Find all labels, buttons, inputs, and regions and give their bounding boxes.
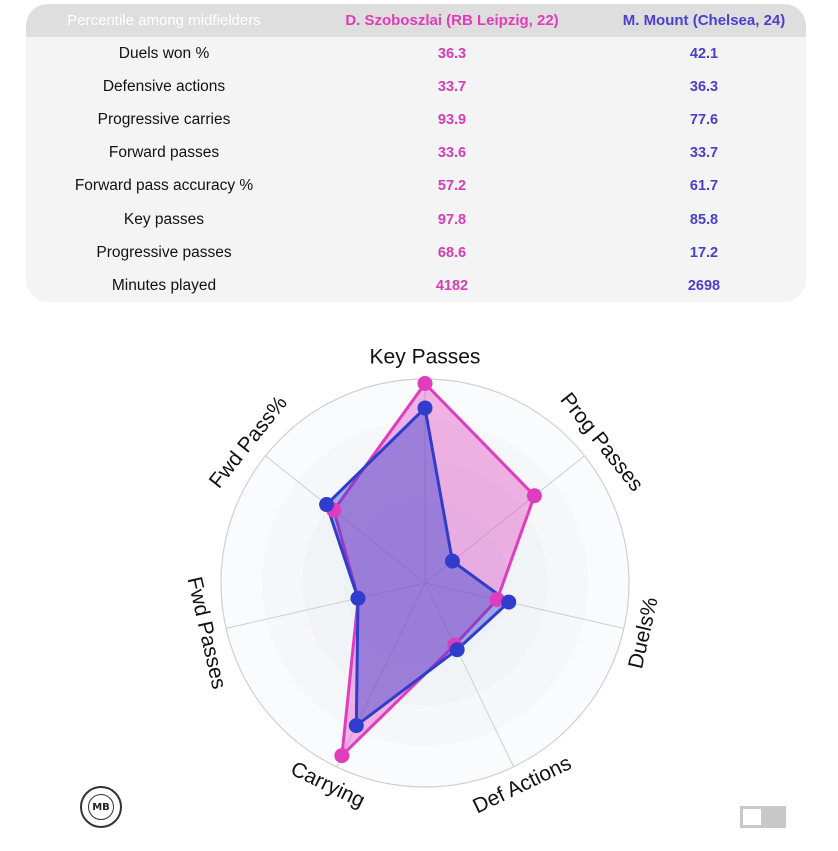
table-row: Forward passes 33.6 33.7: [26, 137, 806, 170]
row-label: Duels won %: [118, 44, 210, 62]
radar-axis-label: Duels%: [624, 595, 663, 671]
row-label: Minutes played: [111, 276, 217, 294]
radar-spoke: [226, 582, 426, 629]
radar-point-series-2: [501, 594, 517, 610]
header-player1: D. Szoboszlai (RB Leipzig, 22): [345, 12, 559, 29]
row-player2-value: 77.6: [689, 111, 719, 128]
table-row: Progressive passes 68.6 17.2: [26, 236, 806, 269]
row-label: Defensive actions: [102, 77, 226, 95]
row-player1-value: 93.9: [437, 111, 467, 128]
radar-point-series-2: [319, 497, 335, 513]
row-player1-value: 97.8: [437, 211, 467, 228]
row-player2-value: 61.7: [689, 178, 719, 195]
radar-point-series-2: [444, 553, 460, 569]
row-player2-value: 42.1: [689, 45, 719, 62]
row-player1-value: 33.6: [437, 145, 467, 162]
row-player2-value: 2698: [687, 277, 721, 294]
mb-logo-icon: MB: [80, 786, 122, 828]
row-player1-value: 4182: [435, 277, 469, 294]
table-row: Progressive carries 93.9 77.6: [26, 103, 806, 136]
row-player1-value: 36.3: [437, 45, 467, 62]
radar-series-layer: [319, 375, 542, 764]
radar-point-series-1: [526, 488, 542, 504]
radar-point-series-1: [489, 591, 505, 607]
radar-series-area-2: [325, 406, 511, 728]
row-player2-value: 33.7: [689, 145, 719, 162]
comparison-table: Percentile among midfielders D. Szoboszl…: [26, 4, 806, 302]
row-player1-value: 57.2: [437, 178, 467, 195]
radar-spoke: [265, 455, 426, 584]
radar-point-series-2: [417, 400, 433, 416]
row-label: Key passes: [123, 210, 205, 228]
radar-point-series-2: [348, 718, 364, 734]
row-player2-value: 85.8: [689, 211, 719, 228]
table-row: Key passes 97.8 85.8: [26, 203, 806, 236]
radar-spoke: [336, 582, 426, 768]
radar-point-series-1: [334, 748, 350, 764]
radar-series-area-1: [332, 382, 536, 758]
row-label: Progressive passes: [96, 243, 232, 261]
radar-point-series-2: [350, 590, 366, 606]
row-player1-value: 68.6: [437, 244, 467, 261]
row-player2-value: 17.2: [689, 244, 719, 261]
radar-point-series-2: [449, 642, 465, 658]
table-header: Percentile among midfielders D. Szoboszl…: [26, 4, 806, 37]
logo-text: MB: [88, 794, 114, 820]
radar-spoke: [424, 582, 514, 768]
radar-axis-label: Key Passes: [370, 346, 481, 369]
row-player2-value: 36.3: [689, 78, 719, 95]
radar-grid: [220, 378, 630, 788]
row-player1-value: 33.7: [437, 78, 467, 95]
toggle-knob[interactable]: [743, 809, 761, 825]
row-label: Forward pass accuracy %: [74, 177, 254, 195]
header-metric-label: Percentile among midfielders: [67, 12, 261, 29]
row-label: Progressive carries: [97, 110, 231, 128]
table-row: Forward pass accuracy % 57.2 61.7: [26, 170, 806, 203]
table-row: Duels won % 36.3 42.1: [26, 37, 806, 70]
row-label: Forward passes: [108, 144, 220, 162]
radar-spoke: [424, 582, 624, 629]
radar-point-series-1: [417, 375, 433, 391]
toggle-switch[interactable]: [740, 806, 786, 828]
table-row: Minutes played 4182 2698: [26, 269, 806, 302]
header-player2: M. Mount (Chelsea, 24): [622, 12, 786, 29]
table-row: Defensive actions 33.7 36.3: [26, 70, 806, 103]
